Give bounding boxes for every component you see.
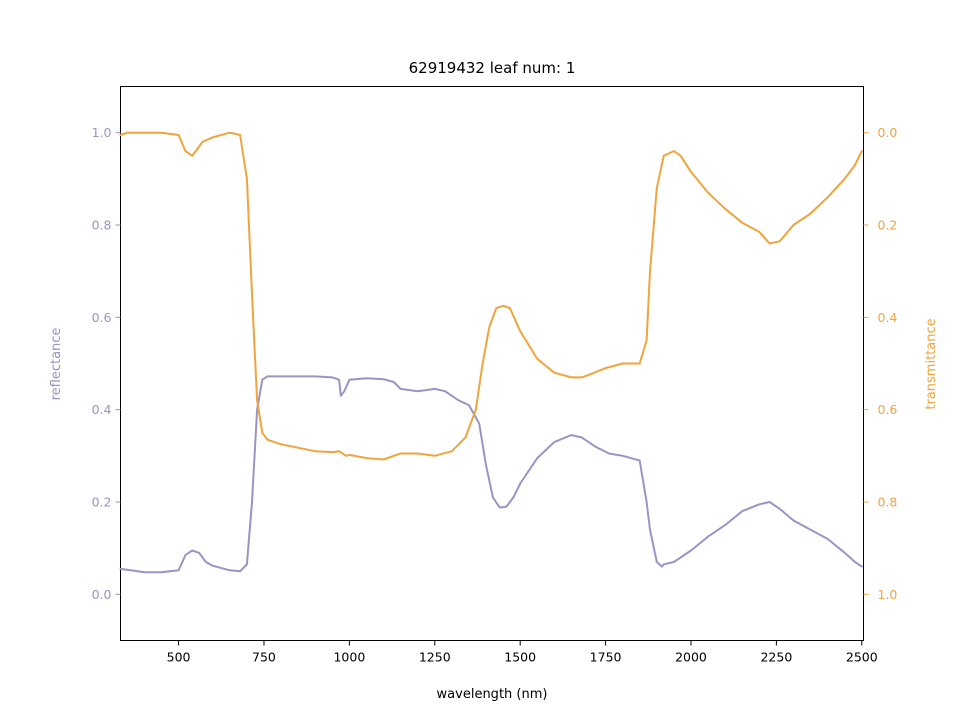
x-axis-ticks: 500 750 1000 1250 1500 1750 2000 2250 2500 bbox=[167, 640, 878, 665]
left-tick-label: 0.2 bbox=[92, 495, 112, 510]
left-tick-label: 0.0 bbox=[92, 587, 112, 602]
left-tick-label: 1.0 bbox=[92, 125, 112, 140]
x-tick-label: 1250 bbox=[419, 650, 451, 665]
x-tick-label: 1000 bbox=[333, 650, 365, 665]
reflectance-series-line bbox=[119, 375, 863, 574]
x-tick-label: 1500 bbox=[504, 650, 536, 665]
x-tick-label: 1750 bbox=[590, 650, 622, 665]
left-axis-ticks: 0.0 0.2 0.4 0.6 0.8 1.0 bbox=[92, 125, 121, 602]
left-axis-label: reflectance bbox=[49, 328, 64, 401]
right-tick-label: 0.4 bbox=[878, 310, 898, 325]
right-tick-label: 1.0 bbox=[878, 587, 898, 602]
x-tick-label: 2000 bbox=[675, 650, 707, 665]
right-tick-label: 0.0 bbox=[878, 125, 898, 140]
left-tick-label: 0.6 bbox=[92, 310, 112, 325]
plot-area bbox=[120, 86, 864, 641]
x-tick-label: 500 bbox=[167, 650, 191, 665]
transmittance-series-line bbox=[119, 131, 863, 461]
right-tick-label: 0.8 bbox=[878, 495, 898, 510]
right-axis-ticks: 0.0 0.2 0.4 0.6 0.8 1.0 bbox=[863, 125, 898, 602]
series-group bbox=[119, 131, 863, 574]
chart-title: 62919432 leaf num: 1 bbox=[409, 59, 576, 77]
x-tick-label: 2250 bbox=[760, 650, 792, 665]
x-axis-label: wavelength (nm) bbox=[437, 687, 548, 702]
x-tick-label: 2500 bbox=[846, 650, 878, 665]
right-tick-label: 0.2 bbox=[878, 218, 898, 233]
left-tick-label: 0.4 bbox=[92, 402, 112, 417]
left-tick-label: 0.8 bbox=[92, 218, 112, 233]
x-tick-label: 750 bbox=[252, 650, 276, 665]
right-axis-label: transmittance bbox=[924, 318, 939, 409]
right-tick-label: 0.6 bbox=[878, 402, 898, 417]
